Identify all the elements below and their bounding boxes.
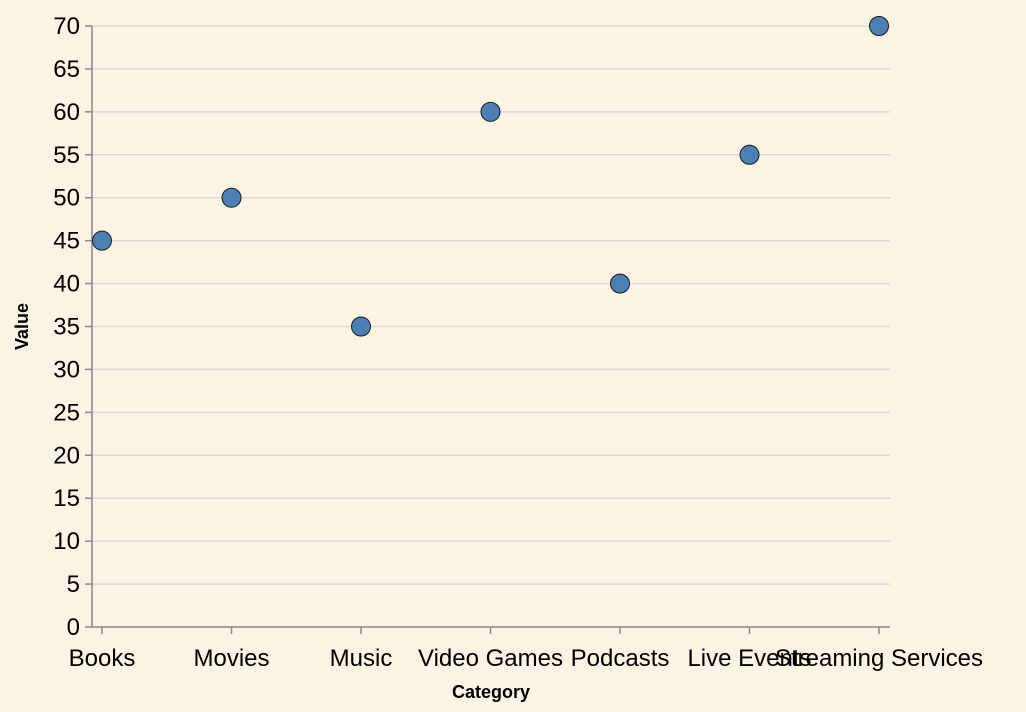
y-tick-label: 25 bbox=[53, 399, 80, 426]
y-tick-label: 50 bbox=[53, 185, 80, 212]
data-point bbox=[739, 144, 760, 165]
y-tick-label: 15 bbox=[53, 485, 80, 512]
y-tick-label: 30 bbox=[53, 356, 80, 383]
y-tick-label: 45 bbox=[53, 228, 80, 255]
x-tick-label: Music bbox=[330, 645, 393, 672]
data-point bbox=[92, 230, 112, 251]
data-point bbox=[610, 273, 630, 294]
x-tick-label: Movies bbox=[193, 645, 269, 672]
y-tick-label: 35 bbox=[53, 314, 80, 341]
y-tick-label: 5 bbox=[67, 571, 80, 598]
y-tick-label: 10 bbox=[53, 528, 80, 555]
y-tick-label: 60 bbox=[53, 99, 80, 126]
x-axis-title: Category bbox=[452, 682, 530, 702]
y-tick-label: 0 bbox=[67, 614, 80, 641]
y-axis-title: Value bbox=[12, 303, 32, 350]
x-tick-label: Streaming Services bbox=[775, 645, 983, 672]
y-axis: 0 5 10 15 20 25 30 35 40 45 50 55 60 65 70 bbox=[53, 13, 93, 641]
data-point bbox=[869, 16, 889, 36]
y-tick-label: 20 bbox=[53, 442, 80, 469]
data-point bbox=[221, 187, 242, 208]
y-tick-label: 65 bbox=[53, 56, 80, 83]
y-tick-label: 40 bbox=[53, 271, 80, 298]
y-tick-label: 55 bbox=[53, 142, 80, 169]
grid-lines bbox=[92, 25, 890, 585]
x-tick-label: Live Events bbox=[687, 645, 811, 672]
x-tick-label: Podcasts bbox=[571, 645, 670, 672]
x-tick-label: Books bbox=[69, 645, 136, 672]
x-tick-label: Video Games bbox=[418, 645, 563, 672]
x-axis: Books Movies Music Video Games Podcasts Live … bbox=[69, 626, 983, 672]
data-points bbox=[92, 16, 889, 337]
data-point bbox=[351, 316, 371, 337]
y-tick-label: 70 bbox=[53, 13, 80, 40]
data-point bbox=[480, 101, 501, 122]
